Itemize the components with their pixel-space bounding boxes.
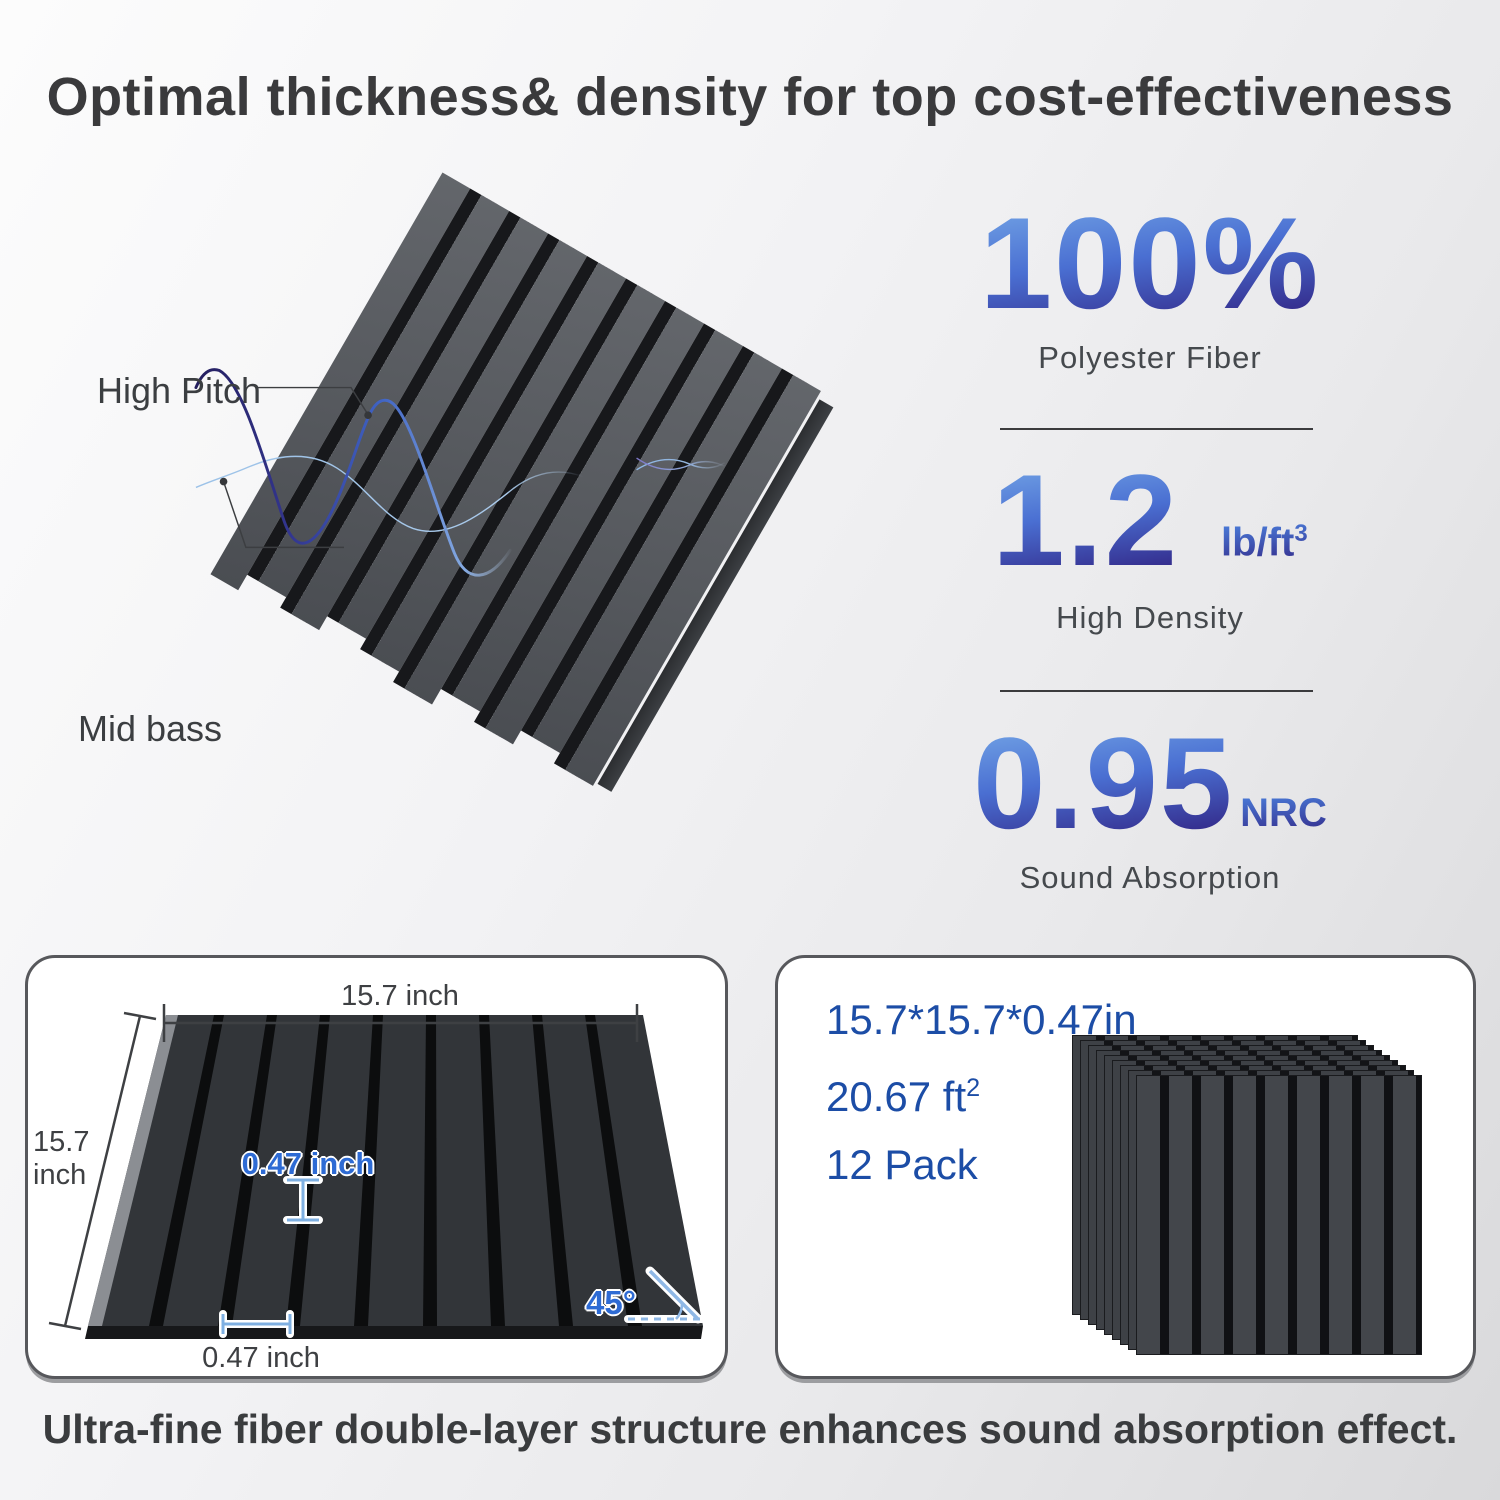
diagram-grooves	[149, 1015, 642, 1326]
high-pitch-wave	[194, 368, 512, 577]
mid-bass-label: Mid bass	[78, 708, 223, 749]
high-pitch-callout-line	[255, 386, 369, 415]
diagram-panel-left-edge	[88, 1015, 178, 1326]
stat-value: 100%	[955, 198, 1345, 328]
stat-unit: NRC	[1240, 791, 1327, 835]
stat-divider	[1000, 690, 1313, 692]
mid-bass-wave	[195, 455, 584, 532]
exit-wave	[636, 458, 726, 471]
stat-divider	[1000, 428, 1313, 430]
height-dimension-label: 15.7 inch	[33, 1126, 90, 1191]
stat-unit-sup: 3	[1294, 519, 1308, 547]
angle-glyph	[624, 1266, 706, 1324]
groove-width-marker	[219, 1310, 294, 1338]
exit-wave	[636, 457, 726, 471]
stat-unit: lb/ft3	[1221, 519, 1308, 564]
stat-polyester-label: Polyester Fiber	[955, 340, 1345, 376]
stat-nrc-label: Sound Absorption	[955, 860, 1345, 896]
high-pitch-callout-dot	[364, 411, 372, 420]
page-title: Optimal thickness& density for top cost-…	[46, 67, 1454, 127]
groove-width-label: 0.47 inch	[202, 1342, 320, 1374]
stat-nrc: 0.95 NRC	[955, 718, 1345, 848]
pack-area-sup: 2	[966, 1074, 981, 1102]
depth-dimension-label: 0.47 inch	[241, 1146, 375, 1181]
pack-card: 15.7*15.7*0.47in 20.67 ft2 12 Pack	[775, 955, 1476, 1379]
sound-wave-graphic	[194, 368, 726, 577]
stat-value: 1.2	[992, 447, 1180, 593]
depth-marker	[283, 1176, 323, 1224]
stat-label: Sound Absorption	[1019, 860, 1281, 895]
stat-value: 0.95	[973, 710, 1235, 856]
stat-polyester: 100%	[955, 198, 1345, 328]
pack-count-line: 12 Pack	[826, 1141, 978, 1188]
height-dimension-line	[48, 1011, 157, 1331]
dimension-diagram	[48, 1004, 706, 1339]
pack-area-line: 20.67 ft2	[826, 1073, 981, 1120]
stat-label: Polyester Fiber	[1038, 340, 1262, 375]
stat-density: 1.2 lb/ft3	[955, 455, 1345, 585]
high-pitch-label: High Pitch	[97, 370, 262, 411]
angle-label: 45°	[586, 1284, 636, 1321]
width-dimension-line	[162, 1004, 639, 1042]
diagram-panel-bottom-edge	[85, 1326, 703, 1339]
mid-bass-callout-dot	[219, 477, 228, 486]
stack-panel	[1136, 1075, 1422, 1355]
stat-label: High Density	[1056, 600, 1244, 635]
dimension-card: 15.7 inch 15.7 inch 0.47 inch 0.47 inch …	[25, 955, 728, 1379]
caption-text: Ultra-fine fiber double-layer structure …	[42, 1406, 1458, 1452]
width-dimension-label: 15.7 inch	[341, 980, 459, 1012]
mid-bass-callout-line	[222, 481, 344, 549]
pack-spec-text: 15.7*15.7*0.47in 20.67 ft2 12 Pack	[826, 986, 1156, 1199]
stat-density-label: High Density	[955, 600, 1345, 636]
